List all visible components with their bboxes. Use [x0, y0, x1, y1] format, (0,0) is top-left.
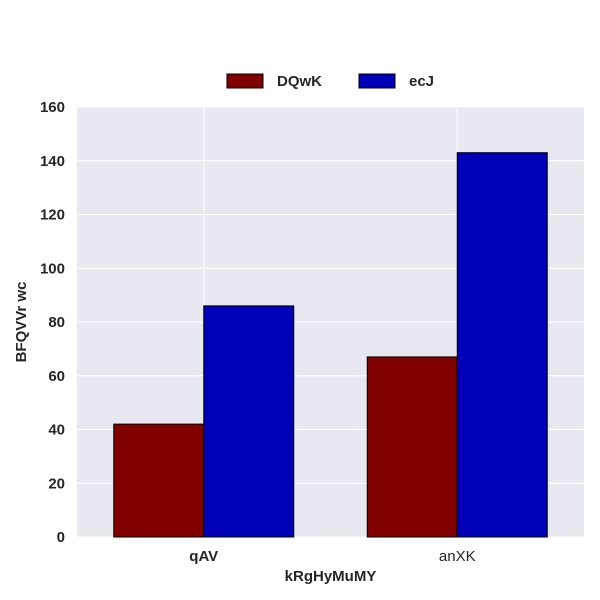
- x-tick-label: qAV: [189, 548, 218, 565]
- legend-swatch-DQwK: [226, 73, 264, 89]
- y-axis-label: BFQVVr wc: [13, 282, 30, 363]
- y-tick-label: 40: [48, 422, 65, 439]
- bar-DQwK-anXK: [366, 356, 458, 538]
- bar-ecJ-qAV: [203, 305, 295, 538]
- bar-DQwK-qAV: [113, 423, 205, 538]
- y-tick-label: 20: [48, 475, 65, 492]
- y-tick-label: 120: [40, 207, 65, 224]
- y-tick-label: 140: [40, 153, 65, 170]
- legend: DQwK ecJ: [226, 73, 434, 90]
- y-tick-label: 80: [48, 314, 65, 331]
- y-axis-ticks: 0 20 40 60 80 100 120 140 160: [40, 99, 65, 546]
- x-tick-label: anXK: [439, 548, 476, 565]
- y-tick-label: 100: [40, 260, 65, 277]
- x-axis-ticks: qAV anXK: [189, 548, 475, 565]
- legend-label-ecJ: ecJ: [409, 73, 434, 90]
- y-tick-label: 0: [57, 529, 65, 546]
- x-axis-label: kRgHyMuMY: [285, 568, 377, 585]
- y-tick-label: 160: [40, 99, 65, 116]
- legend-label-DQwK: DQwK: [277, 73, 322, 90]
- bars: [113, 152, 548, 538]
- y-tick-label: 60: [48, 368, 65, 385]
- bar-ecJ-anXK: [456, 152, 548, 538]
- legend-swatch-ecJ: [358, 73, 396, 89]
